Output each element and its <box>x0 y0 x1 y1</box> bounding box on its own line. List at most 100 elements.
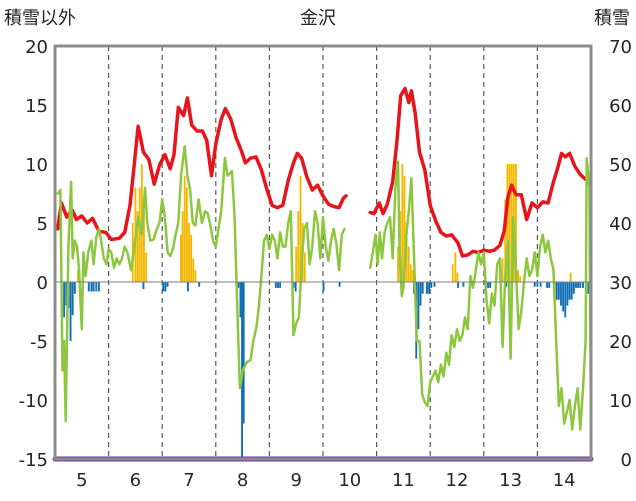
bar <box>426 282 428 294</box>
bar <box>279 282 282 288</box>
y-tick-right: 70 <box>609 37 632 58</box>
series-line <box>55 96 348 242</box>
x-tick: 14 <box>553 470 576 491</box>
bar <box>98 282 100 292</box>
bar <box>433 282 436 287</box>
x-tick: 10 <box>338 470 361 491</box>
bar <box>71 282 74 316</box>
bar <box>190 234 193 282</box>
bar <box>428 282 431 294</box>
bar <box>338 282 341 287</box>
y-tick-left: 0 <box>37 273 48 294</box>
bar <box>242 282 245 424</box>
y-tick-right: 20 <box>609 332 632 353</box>
bar <box>519 276 522 282</box>
series-line <box>56 145 346 423</box>
bar <box>95 282 98 292</box>
x-tick: 11 <box>392 470 415 491</box>
bar <box>164 282 167 292</box>
bar <box>180 234 182 282</box>
bar <box>63 282 66 318</box>
bar <box>546 282 548 288</box>
bar <box>566 282 569 306</box>
x-tick: 7 <box>183 470 194 491</box>
bar <box>536 282 539 287</box>
bar <box>562 282 565 312</box>
bar <box>539 282 542 287</box>
y-tick-right: 30 <box>609 273 632 294</box>
x-axis-ticks: 5 6 7 8 9 10 11 12 13 14 <box>76 470 576 491</box>
bar <box>430 282 433 288</box>
bar <box>297 211 300 282</box>
bar <box>198 282 201 287</box>
bar <box>489 282 492 288</box>
series-line <box>368 156 593 431</box>
bar <box>560 282 562 306</box>
bar <box>501 258 504 282</box>
y-tick-right: 60 <box>609 96 632 117</box>
bar <box>136 211 139 282</box>
bar <box>508 164 511 282</box>
bar <box>405 223 408 282</box>
bar <box>188 223 190 282</box>
bar <box>294 282 297 292</box>
bar <box>456 272 459 282</box>
bar <box>192 258 195 282</box>
bar <box>462 282 465 287</box>
y-axis-left-ticks: 20 15 10 5 0 -5 -10 -15 <box>19 37 48 471</box>
bar <box>557 282 560 300</box>
bar <box>451 264 454 282</box>
bar <box>572 282 575 294</box>
bar <box>239 282 242 318</box>
bar <box>186 282 189 292</box>
y-tick-right: 0 <box>621 450 632 471</box>
y-axis-right-label: 積雪 <box>594 8 630 29</box>
y-tick-left: 5 <box>37 214 48 235</box>
bar <box>454 252 457 282</box>
bar <box>138 187 141 282</box>
bar <box>407 246 410 282</box>
bar <box>421 282 424 294</box>
x-tick: 8 <box>237 470 248 491</box>
y-tick-left: 15 <box>25 96 48 117</box>
bar <box>73 282 76 294</box>
bar <box>299 175 302 282</box>
bar <box>303 252 306 282</box>
y-tick-left: -10 <box>19 391 48 412</box>
y-tick-right: 10 <box>609 391 632 412</box>
bar <box>570 282 573 300</box>
y-axis-left-label: 積雪以外 <box>4 8 76 29</box>
bar <box>417 282 420 330</box>
y-tick-left: -15 <box>19 450 48 471</box>
bar <box>142 282 145 290</box>
bar <box>409 264 412 282</box>
bar <box>145 252 148 282</box>
y-tick-left: -5 <box>30 332 48 353</box>
y-tick-left: 10 <box>25 155 48 176</box>
bar <box>185 187 188 282</box>
bar <box>564 282 567 318</box>
bar <box>555 282 558 300</box>
bar <box>568 282 571 300</box>
bar <box>162 282 165 292</box>
y-axis-right-ticks: 70 60 50 40 30 20 10 0 <box>609 37 632 471</box>
x-tick: 6 <box>130 470 141 491</box>
bar <box>487 282 490 288</box>
bar <box>517 270 520 282</box>
bar <box>457 282 460 288</box>
bar <box>65 282 68 306</box>
x-tick: 9 <box>290 470 301 491</box>
bar <box>506 164 509 282</box>
bar <box>143 211 145 282</box>
bar <box>419 282 422 306</box>
y-tick-left: 20 <box>25 37 48 58</box>
bar <box>397 246 399 282</box>
bar <box>582 282 584 288</box>
bar <box>274 282 277 288</box>
bar <box>322 282 325 292</box>
bar <box>515 164 517 282</box>
bar <box>575 282 577 288</box>
bar <box>92 282 95 292</box>
bar <box>295 246 298 282</box>
